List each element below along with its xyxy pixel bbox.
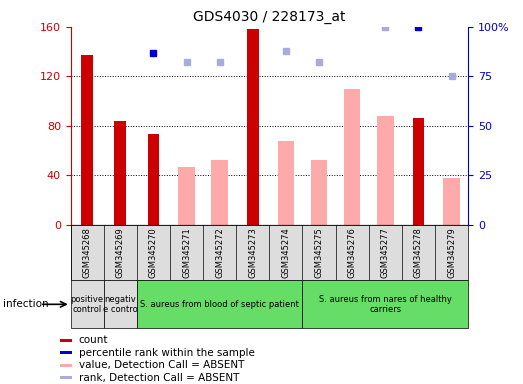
Bar [115, 121, 126, 225]
Bar [60, 339, 72, 342]
Bar [444, 178, 460, 225]
Text: GSM345274: GSM345274 [281, 227, 290, 278]
Bar [147, 134, 159, 225]
Bar [104, 280, 137, 328]
Bar [82, 55, 93, 225]
Text: GSM345270: GSM345270 [149, 227, 158, 278]
Bar [60, 351, 72, 354]
Text: GSM345268: GSM345268 [83, 227, 92, 278]
Text: S. aureus from blood of septic patient: S. aureus from blood of septic patient [140, 300, 299, 309]
Text: GSM345275: GSM345275 [314, 227, 324, 278]
Text: rank, Detection Call = ABSENT: rank, Detection Call = ABSENT [78, 372, 239, 382]
Text: negativ
e contro: negativ e contro [103, 295, 138, 314]
Text: GSM345273: GSM345273 [248, 227, 257, 278]
Bar [377, 116, 393, 225]
Bar [278, 141, 294, 225]
Text: GSM345271: GSM345271 [182, 227, 191, 278]
Bar [178, 167, 195, 225]
Bar [137, 280, 302, 328]
Text: infection: infection [3, 299, 48, 310]
Text: value, Detection Call = ABSENT: value, Detection Call = ABSENT [78, 360, 244, 370]
Text: positive
control: positive control [71, 295, 104, 314]
Bar [344, 89, 360, 225]
Text: GSM345278: GSM345278 [414, 227, 423, 278]
Text: GSM345276: GSM345276 [348, 227, 357, 278]
Bar [311, 161, 327, 225]
Bar [302, 280, 468, 328]
Text: GSM345277: GSM345277 [381, 227, 390, 278]
Text: GSM345272: GSM345272 [215, 227, 224, 278]
Text: GSM345269: GSM345269 [116, 227, 125, 278]
Bar [71, 280, 104, 328]
Bar [247, 29, 258, 225]
Bar [60, 376, 72, 379]
Bar [413, 118, 424, 225]
Bar [60, 364, 72, 366]
Bar [211, 161, 228, 225]
Text: GSM345279: GSM345279 [447, 227, 456, 278]
Text: count: count [78, 335, 108, 345]
Text: percentile rank within the sample: percentile rank within the sample [78, 348, 254, 358]
Text: S. aureus from nares of healthy
carriers: S. aureus from nares of healthy carriers [319, 295, 452, 314]
Title: GDS4030 / 228173_at: GDS4030 / 228173_at [193, 10, 346, 25]
